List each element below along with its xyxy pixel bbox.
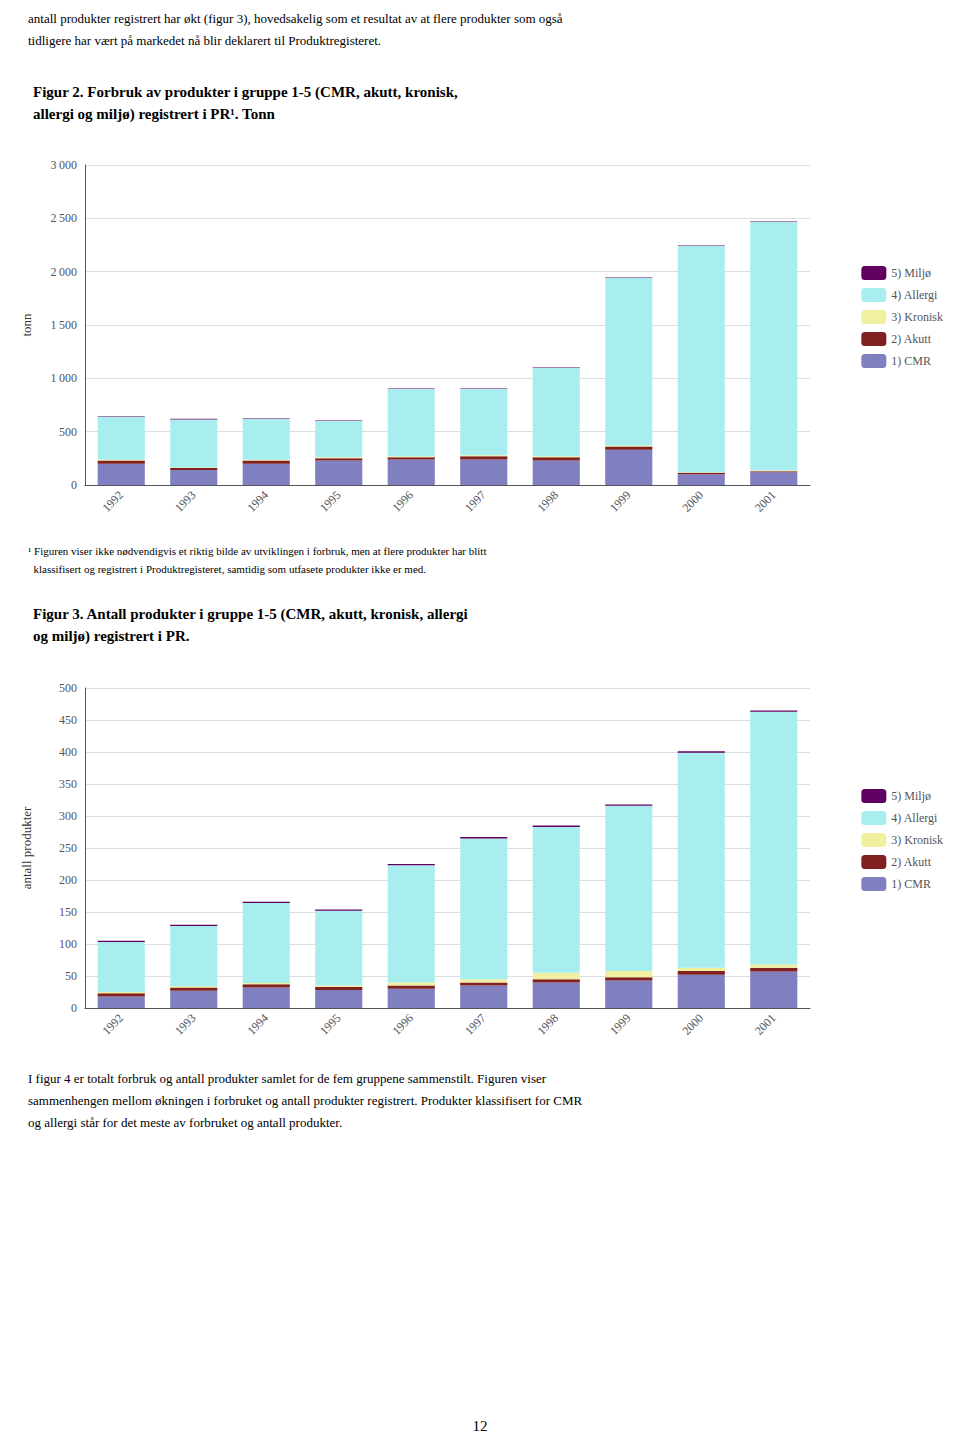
svg-text:1993: 1993 — [172, 488, 199, 515]
svg-text:500: 500 — [59, 425, 77, 439]
svg-text:tidligere har vært på markedet: tidligere har vært på markedet nå blir d… — [28, 33, 381, 48]
svg-text:3) Kronisk: 3) Kronisk — [891, 833, 943, 847]
svg-text:1996: 1996 — [389, 488, 416, 515]
svg-text:450: 450 — [59, 713, 77, 727]
svg-text:1995: 1995 — [317, 1011, 344, 1038]
svg-text:og allergi står for det meste: og allergi står for det meste av forbruk… — [28, 1115, 342, 1130]
svg-text:300: 300 — [59, 809, 77, 823]
svg-text:4) Allergi: 4) Allergi — [891, 811, 938, 825]
svg-text:150: 150 — [59, 905, 77, 919]
svg-text:0: 0 — [71, 1001, 77, 1015]
svg-text:I figur 4 er totalt forbruk og: I figur 4 er totalt forbruk og antall pr… — [28, 1071, 547, 1086]
svg-text:200: 200 — [59, 873, 77, 887]
svg-text:tonn: tonn — [19, 313, 34, 337]
svg-text:2) Akutt: 2) Akutt — [891, 332, 931, 346]
svg-text:1 000: 1 000 — [51, 371, 77, 385]
svg-text:2) Akutt: 2) Akutt — [891, 855, 931, 869]
svg-text:2 000: 2 000 — [51, 265, 77, 279]
svg-text:1992: 1992 — [99, 488, 126, 515]
svg-text:Figur 3. Antall produkter i gr: Figur 3. Antall produkter i gruppe 1-5 (… — [33, 606, 468, 623]
svg-text:1997: 1997 — [462, 1011, 489, 1038]
svg-text:1995: 1995 — [317, 488, 344, 515]
svg-text:500: 500 — [59, 681, 77, 695]
svg-text:klassifisert og registrert i P: klassifisert og registrert i Produktregi… — [28, 563, 426, 575]
svg-text:1) CMR: 1) CMR — [891, 877, 931, 891]
svg-text:350: 350 — [59, 777, 77, 791]
svg-text:2000: 2000 — [679, 488, 706, 515]
svg-text:1992: 1992 — [99, 1011, 126, 1038]
svg-text:2001: 2001 — [752, 1011, 779, 1038]
svg-text:400: 400 — [59, 745, 77, 759]
svg-text:1993: 1993 — [172, 1011, 199, 1038]
svg-text:50: 50 — [65, 969, 77, 983]
svg-text:1) CMR: 1) CMR — [891, 354, 931, 368]
svg-text:4) Allergi: 4) Allergi — [891, 288, 938, 302]
svg-text:2 500: 2 500 — [51, 211, 77, 225]
svg-text:Figur 2. Forbruk av produkter: Figur 2. Forbruk av produkter i gruppe 1… — [33, 84, 458, 101]
svg-text:1996: 1996 — [389, 1011, 416, 1038]
svg-text:1994: 1994 — [244, 488, 271, 515]
svg-text:250: 250 — [59, 841, 77, 855]
svg-text:1999: 1999 — [607, 488, 634, 515]
svg-text:sammenhengen mellom økningen i: sammenhengen mellom økningen i forbruket… — [28, 1093, 583, 1108]
svg-text:3) Kronisk: 3) Kronisk — [891, 310, 943, 324]
svg-text:1998: 1998 — [534, 488, 561, 515]
svg-text:0: 0 — [71, 478, 77, 492]
svg-text:allergi og miljø) registrert i: allergi og miljø) registrert i PR¹. Tonn — [33, 106, 275, 123]
svg-text:og miljø) registrert i PR.: og miljø) registrert i PR. — [33, 628, 190, 645]
svg-text:1999: 1999 — [607, 1011, 634, 1038]
svg-text:antall produkter registrert ha: antall produkter registrert har økt (fig… — [28, 11, 563, 26]
svg-text:2000: 2000 — [679, 1011, 706, 1038]
svg-text:3 000: 3 000 — [51, 158, 77, 172]
svg-text:¹ Figuren viser ikke nødvendig: ¹ Figuren viser ikke nødvendigvis et rik… — [28, 545, 486, 557]
svg-text:100: 100 — [59, 937, 77, 951]
svg-text:12: 12 — [473, 1418, 488, 1434]
svg-text:1 500: 1 500 — [51, 318, 77, 332]
svg-text:2001: 2001 — [752, 488, 779, 515]
svg-text:5) Miljø: 5) Miljø — [891, 789, 931, 803]
svg-text:5) Miljø: 5) Miljø — [891, 266, 931, 280]
svg-text:antall produkter: antall produkter — [19, 806, 34, 889]
svg-text:1997: 1997 — [462, 488, 489, 515]
svg-text:1994: 1994 — [244, 1011, 271, 1038]
svg-text:1998: 1998 — [534, 1011, 561, 1038]
